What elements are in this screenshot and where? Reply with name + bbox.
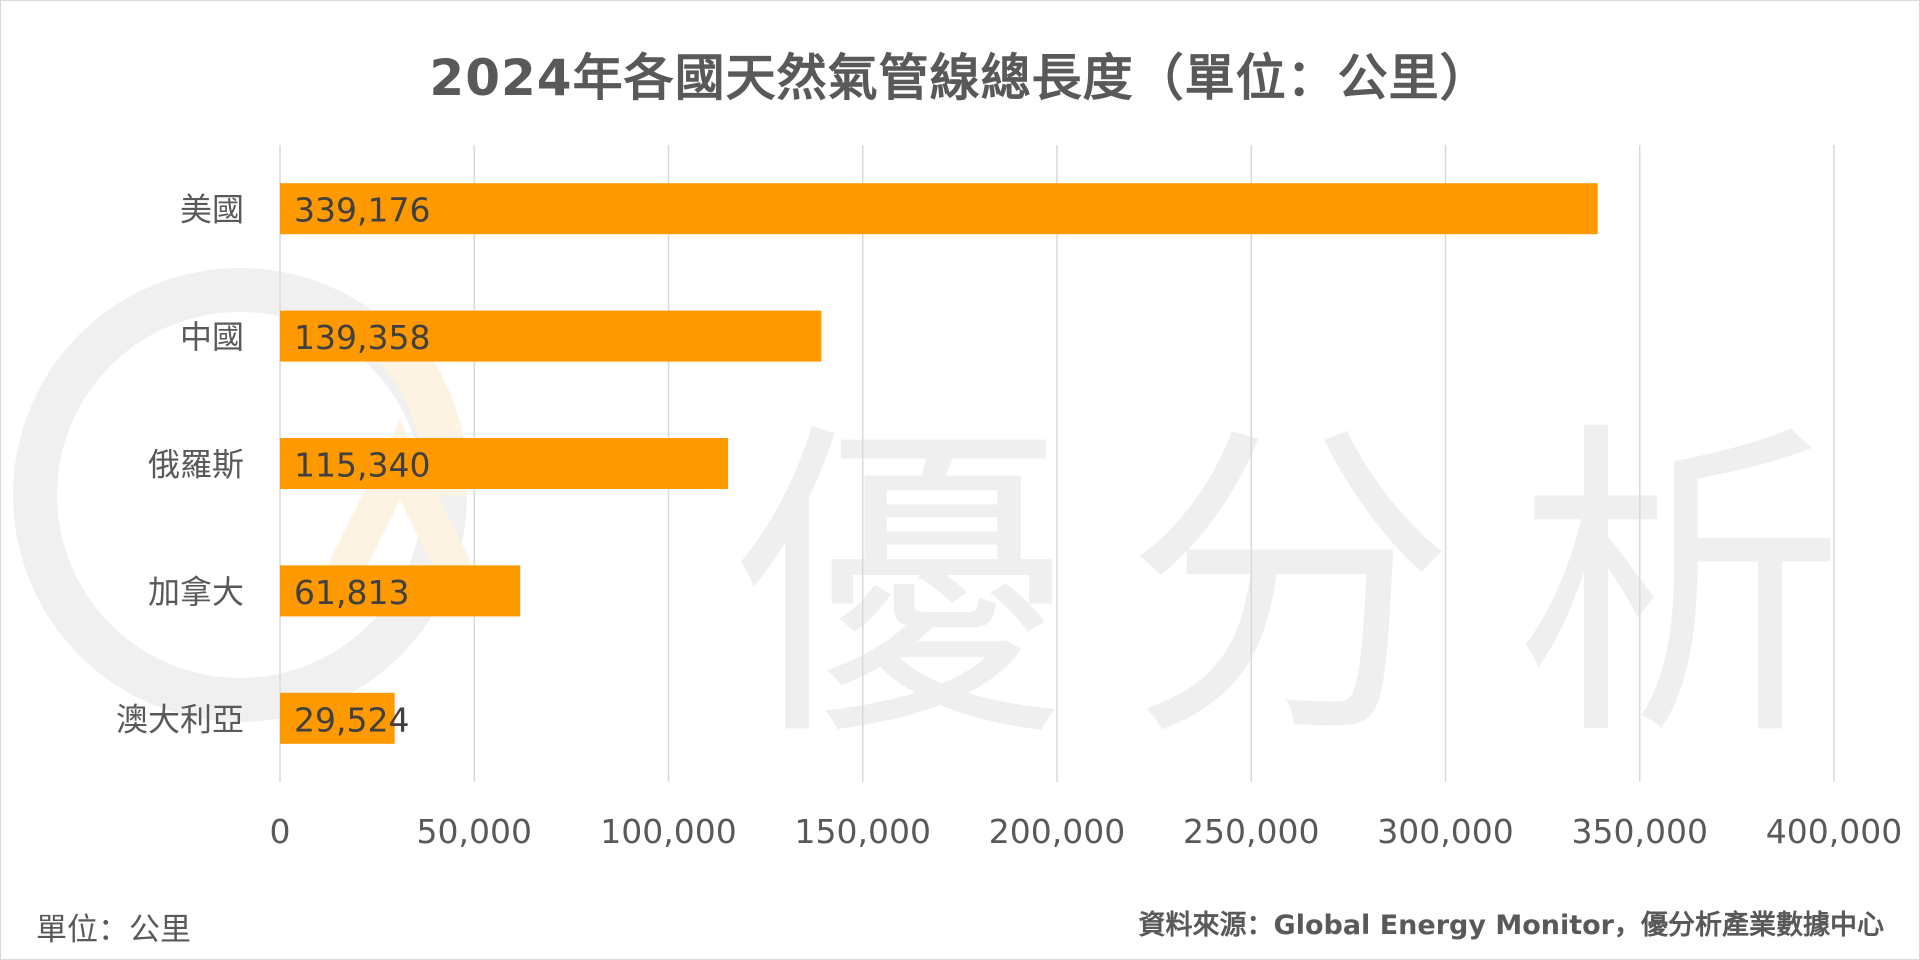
x-axis-ticks: 0 50,000 100,000 150,000 200,000 250,000 300,0…: [270, 812, 1903, 851]
data-label: 115,340: [294, 446, 430, 485]
data-label: 139,358: [294, 318, 430, 357]
x-tick-label: 300,000: [1377, 812, 1513, 851]
gridlines: [279, 145, 1835, 782]
x-tick-label: 150,000: [795, 812, 931, 851]
x-tick-label: 0: [270, 812, 291, 851]
category-label: 中國: [180, 318, 244, 356]
x-tick-label: 250,000: [1183, 812, 1319, 851]
bar: [280, 310, 822, 362]
x-tick-label: 50,000: [417, 812, 532, 851]
bar: [280, 438, 729, 489]
category-label: 澳大利亞: [116, 700, 244, 738]
x-tick-label: 400,000: [1766, 812, 1902, 851]
x-tick-label: 350,000: [1572, 812, 1708, 851]
x-tick-label: 200,000: [989, 812, 1125, 851]
bar: [280, 565, 521, 617]
bars: [280, 183, 1598, 744]
source-note: 資料來源：Global Energy Monitor，優分析產業數據中心: [1138, 910, 1884, 941]
bar: [280, 183, 1598, 235]
chart-title: 2024年各國天然氣管線總長度（單位：公里）: [429, 49, 1491, 107]
category-label: 加拿大: [148, 573, 244, 611]
bar: [280, 692, 395, 744]
data-label: 339,176: [294, 191, 430, 230]
data-label: 29,524: [294, 700, 409, 739]
unit-note: 單位：公里: [36, 912, 191, 948]
value-labels: 339,176 139,358 115,340 61,813 29,524: [294, 191, 430, 740]
x-tick-label: 100,000: [600, 812, 736, 851]
data-label: 61,813: [294, 573, 409, 612]
category-label: 俄羅斯: [148, 446, 244, 484]
category-label: 美國: [180, 191, 244, 229]
